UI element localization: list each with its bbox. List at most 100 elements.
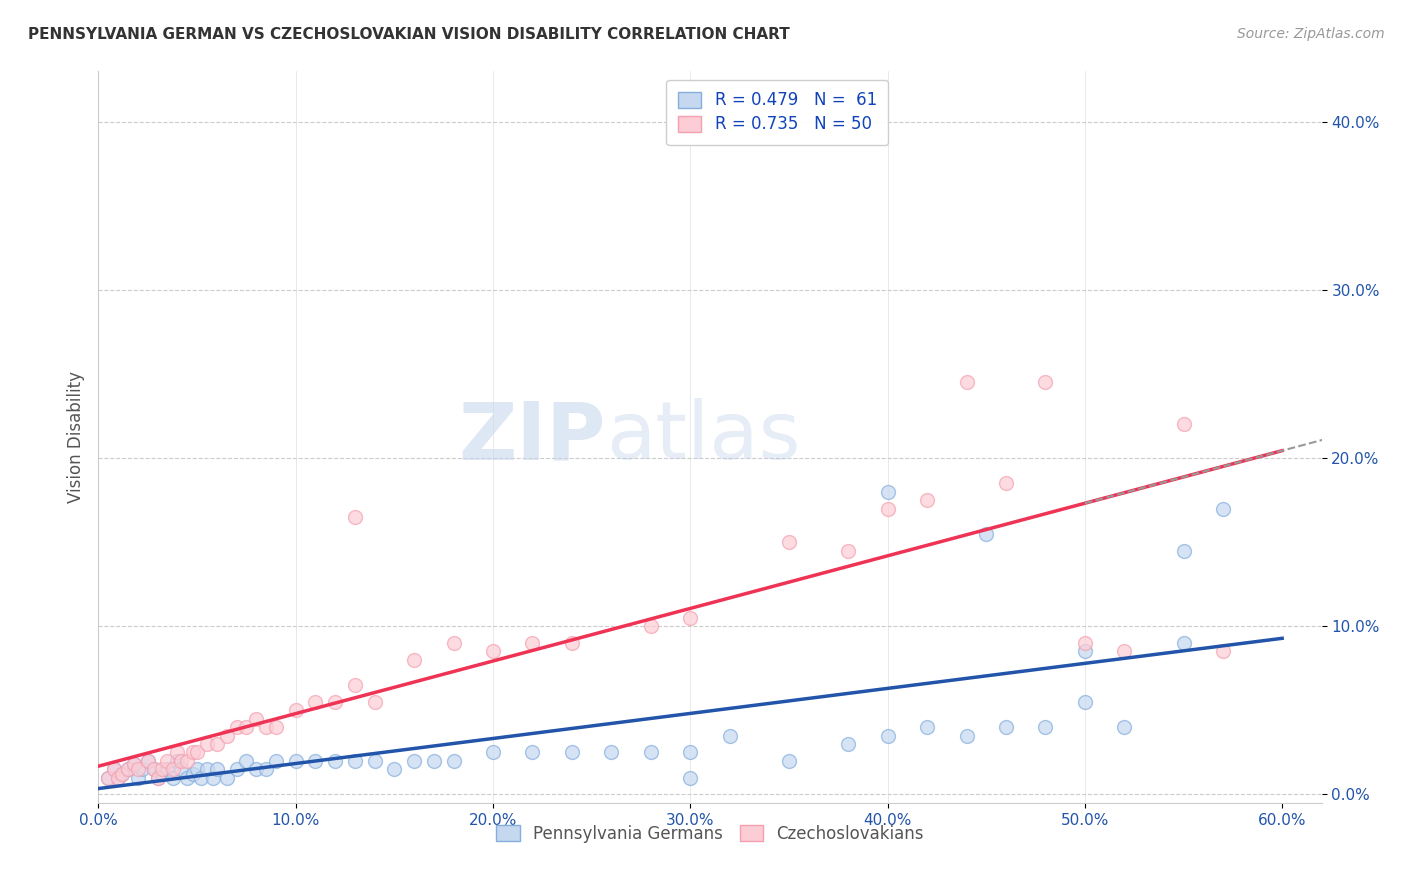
Point <box>254 720 277 734</box>
Point <box>1173 636 1195 650</box>
Point <box>955 376 977 390</box>
Point <box>111 767 134 781</box>
Point <box>876 501 898 516</box>
Point <box>640 745 662 759</box>
Point <box>201 771 224 785</box>
Point <box>107 771 129 785</box>
Point <box>443 636 465 650</box>
Point <box>363 754 385 768</box>
Point <box>679 745 702 759</box>
Point <box>103 762 125 776</box>
Point <box>225 720 247 734</box>
Point <box>186 745 208 759</box>
Point <box>181 745 204 759</box>
Point <box>107 771 129 785</box>
Point <box>955 729 977 743</box>
Point <box>205 737 228 751</box>
Point <box>1035 720 1057 734</box>
Point <box>837 543 859 558</box>
Point <box>215 729 238 743</box>
Point <box>166 754 188 768</box>
Point <box>103 762 125 776</box>
Point <box>156 762 179 776</box>
Legend: Pennsylvania Germans, Czechoslovakians: Pennsylvania Germans, Czechoslovakians <box>489 818 931 849</box>
Point <box>994 476 1017 491</box>
Point <box>254 762 277 776</box>
Point <box>423 754 446 768</box>
Point <box>127 762 149 776</box>
Point <box>404 754 426 768</box>
Point <box>264 720 287 734</box>
Point <box>778 535 800 549</box>
Point <box>117 762 139 776</box>
Point <box>304 695 326 709</box>
Point <box>205 762 228 776</box>
Point <box>522 636 544 650</box>
Point <box>522 745 544 759</box>
Point <box>304 754 326 768</box>
Point <box>323 754 346 768</box>
Point <box>146 771 169 785</box>
Point <box>162 771 184 785</box>
Point <box>284 703 307 717</box>
Text: PENNSYLVANIA GERMAN VS CZECHOSLOVAKIAN VISION DISABILITY CORRELATION CHART: PENNSYLVANIA GERMAN VS CZECHOSLOVAKIAN V… <box>28 27 790 42</box>
Point <box>561 636 583 650</box>
Point <box>343 678 366 692</box>
Point <box>235 754 257 768</box>
Point <box>1173 417 1195 432</box>
Point <box>170 762 193 776</box>
Y-axis label: Vision Disability: Vision Disability <box>66 371 84 503</box>
Point <box>561 745 583 759</box>
Point <box>176 771 198 785</box>
Point <box>122 757 145 772</box>
Point <box>778 754 800 768</box>
Point <box>122 757 145 772</box>
Point <box>915 720 938 734</box>
Point <box>600 745 623 759</box>
Point <box>482 745 505 759</box>
Point <box>404 653 426 667</box>
Point <box>97 771 120 785</box>
Point <box>443 754 465 768</box>
Point <box>1035 376 1057 390</box>
Point <box>679 771 702 785</box>
Point <box>186 762 208 776</box>
Point <box>142 762 165 776</box>
Point <box>640 619 662 633</box>
Point <box>195 762 218 776</box>
Point <box>166 745 188 759</box>
Point <box>363 695 385 709</box>
Point <box>136 754 159 768</box>
Point <box>876 484 898 499</box>
Point <box>915 493 938 508</box>
Point <box>195 737 218 751</box>
Point <box>718 729 741 743</box>
Point <box>170 754 193 768</box>
Point <box>1114 644 1136 658</box>
Point <box>136 754 159 768</box>
Point <box>245 762 267 776</box>
Point <box>1212 501 1234 516</box>
Text: ZIP: ZIP <box>458 398 606 476</box>
Point <box>1212 644 1234 658</box>
Point <box>323 695 346 709</box>
Text: atlas: atlas <box>606 398 800 476</box>
Point <box>97 771 120 785</box>
Point <box>117 762 139 776</box>
Point <box>127 771 149 785</box>
Point <box>284 754 307 768</box>
Point <box>1074 695 1097 709</box>
Point <box>343 510 366 524</box>
Point <box>156 754 179 768</box>
Point <box>264 754 287 768</box>
Point <box>1074 644 1097 658</box>
Point <box>225 762 247 776</box>
Point <box>837 737 859 751</box>
Point <box>176 754 198 768</box>
Point <box>876 729 898 743</box>
Point <box>215 771 238 785</box>
Text: Source: ZipAtlas.com: Source: ZipAtlas.com <box>1237 27 1385 41</box>
Point <box>111 767 134 781</box>
Point <box>1173 543 1195 558</box>
Point <box>382 762 405 776</box>
